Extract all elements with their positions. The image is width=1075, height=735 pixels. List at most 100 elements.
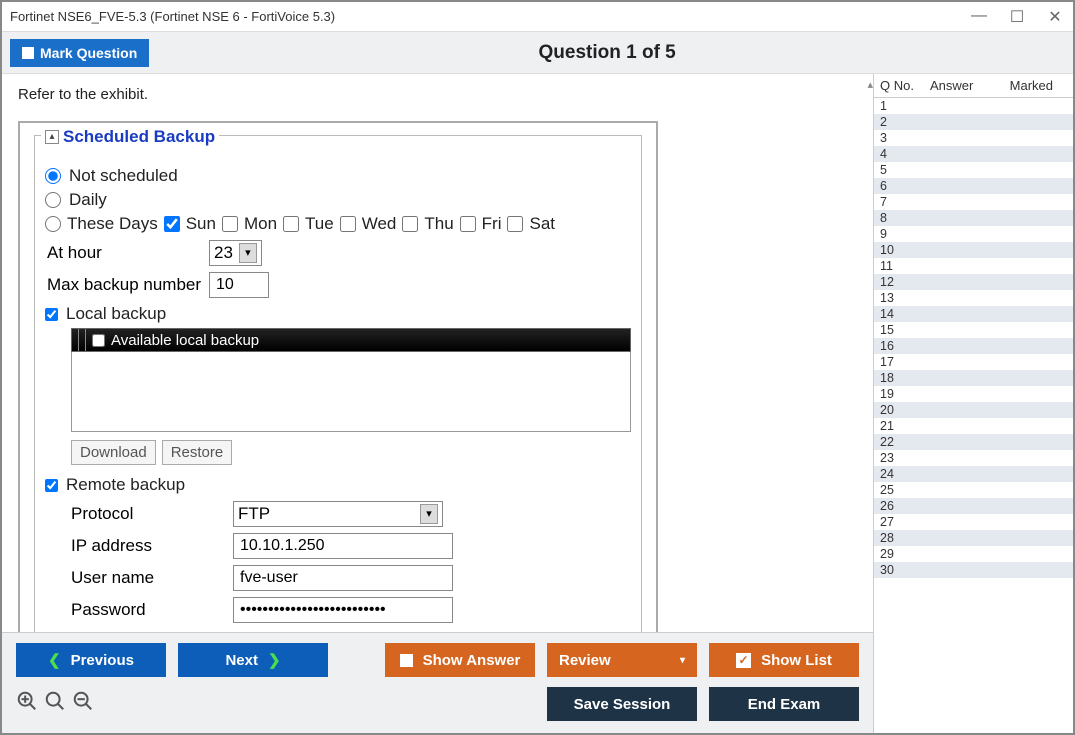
question-list-row[interactable]: 29 (874, 546, 1073, 562)
question-list-row[interactable]: 4 (874, 146, 1073, 162)
zoom-icon[interactable] (44, 690, 66, 718)
question-list-row[interactable]: 30 (874, 562, 1073, 578)
question-list-row[interactable]: 3 (874, 130, 1073, 146)
show-list-button[interactable]: ✓ Show List (709, 643, 859, 677)
question-list-row[interactable]: 8 (874, 210, 1073, 226)
question-list-row[interactable]: 19 (874, 386, 1073, 402)
checkbox-icon (22, 47, 34, 59)
protocol-select[interactable]: FTP ▾ (233, 501, 443, 527)
username-input[interactable] (233, 565, 453, 591)
question-list-row[interactable]: 27 (874, 514, 1073, 530)
question-list-row[interactable]: 21 (874, 418, 1073, 434)
save-session-button[interactable]: Save Session (547, 687, 697, 721)
wed-checkbox[interactable] (340, 216, 356, 232)
zoom-in-icon[interactable] (16, 690, 38, 718)
question-list-row[interactable]: 20 (874, 402, 1073, 418)
question-list-row[interactable]: 18 (874, 370, 1073, 386)
sat-checkbox[interactable] (507, 216, 523, 232)
question-list-row[interactable]: 6 (874, 178, 1073, 194)
col-answer: Answer (930, 78, 1000, 93)
local-backup-panel: Available local backup (71, 328, 631, 432)
username-label: User name (71, 568, 233, 588)
download-button[interactable]: Download (71, 440, 156, 465)
radio-these-days[interactable]: These Days Sun Mon Tue Wed Thu Fri Sat (45, 214, 631, 234)
sun-label: Sun (186, 214, 216, 234)
review-label: Review (559, 652, 611, 669)
max-backup-input[interactable] (209, 272, 269, 298)
question-list-row[interactable]: 5 (874, 162, 1073, 178)
question-list-row[interactable]: 9 (874, 226, 1073, 242)
daily-label: Daily (69, 190, 107, 210)
password-input[interactable] (233, 597, 453, 623)
mark-question-button[interactable]: Mark Question (10, 39, 149, 67)
question-list[interactable]: 1234567891011121314151617181920212223242… (874, 98, 1073, 733)
question-list-row[interactable]: 28 (874, 530, 1073, 546)
not-scheduled-label: Not scheduled (69, 166, 178, 186)
mon-checkbox[interactable] (222, 216, 238, 232)
remote-backup-row: Remote backup (45, 475, 631, 495)
thu-label: Thu (424, 214, 453, 234)
titlebar: Fortinet NSE6_FVE-5.3 (Fortinet NSE 6 - … (2, 2, 1073, 32)
app-window: Fortinet NSE6_FVE-5.3 (Fortinet NSE 6 - … (0, 0, 1075, 735)
fri-label: Fri (482, 214, 502, 234)
show-answer-label: Show Answer (423, 652, 521, 669)
question-list-row[interactable]: 11 (874, 258, 1073, 274)
question-list-row[interactable]: 26 (874, 498, 1073, 514)
minimize-icon[interactable]: — (969, 7, 989, 27)
protocol-row: Protocol FTP ▾ (71, 501, 631, 527)
question-list-row[interactable]: 15 (874, 322, 1073, 338)
show-answer-button[interactable]: Show Answer (385, 643, 535, 677)
checkbox-icon (400, 654, 413, 667)
next-button[interactable]: Next ❯ (178, 643, 328, 677)
sun-checkbox[interactable] (164, 216, 180, 232)
question-list-row[interactable]: 14 (874, 306, 1073, 322)
daily-radio[interactable] (45, 192, 61, 208)
main-area: ▴ Refer to the exhibit. ▴ Scheduled Back… (2, 74, 873, 733)
question-list-row[interactable]: 22 (874, 434, 1073, 450)
protocol-label: Protocol (71, 504, 233, 524)
not-scheduled-radio[interactable] (45, 168, 61, 184)
question-list-row[interactable]: 16 (874, 338, 1073, 354)
question-list-row[interactable]: 24 (874, 466, 1073, 482)
previous-label: Previous (71, 652, 134, 669)
question-list-row[interactable]: 1 (874, 98, 1073, 114)
wed-label: Wed (362, 214, 397, 234)
these-days-label: These Days (67, 214, 158, 234)
at-hour-select[interactable]: 23 ▾ (209, 240, 262, 266)
maximize-icon[interactable]: ☐ (1007, 7, 1027, 27)
previous-button[interactable]: ❮ Previous (16, 643, 166, 677)
question-list-row[interactable]: 7 (874, 194, 1073, 210)
remote-backup-label: Remote backup (66, 475, 185, 495)
question-list-row[interactable]: 23 (874, 450, 1073, 466)
these-days-radio[interactable] (45, 216, 61, 232)
scroll-up-icon[interactable]: ▴ (867, 78, 873, 91)
protocol-value: FTP (238, 504, 270, 524)
question-list-row[interactable]: 10 (874, 242, 1073, 258)
question-list-row[interactable]: 12 (874, 274, 1073, 290)
question-list-row[interactable]: 17 (874, 354, 1073, 370)
toolbar: Mark Question Question 1 of 5 (2, 32, 1073, 74)
at-hour-value: 23 (214, 243, 233, 263)
close-icon[interactable]: ✕ (1045, 7, 1065, 27)
question-list-row[interactable]: 13 (874, 290, 1073, 306)
thu-checkbox[interactable] (402, 216, 418, 232)
question-list-row[interactable]: 2 (874, 114, 1073, 130)
end-exam-button[interactable]: End Exam (709, 687, 859, 721)
remote-backup-checkbox[interactable] (45, 479, 58, 492)
footer-row-1: ❮ Previous Next ❯ Show Answer Review ▾ (16, 643, 859, 677)
local-backup-table-body (71, 352, 631, 432)
radio-daily[interactable]: Daily (45, 190, 631, 210)
radio-not-scheduled[interactable]: Not scheduled (45, 166, 631, 186)
window-controls: — ☐ ✕ (969, 7, 1065, 27)
local-backup-checkbox[interactable] (45, 308, 58, 321)
ip-input[interactable] (233, 533, 453, 559)
question-list-row[interactable]: 25 (874, 482, 1073, 498)
tue-checkbox[interactable] (283, 216, 299, 232)
review-button[interactable]: Review ▾ (547, 643, 697, 677)
restore-button[interactable]: Restore (162, 440, 233, 465)
question-intro: Refer to the exhibit. (18, 86, 857, 103)
fri-checkbox[interactable] (460, 216, 476, 232)
select-all-checkbox[interactable] (92, 334, 105, 347)
collapse-icon[interactable]: ▴ (45, 130, 59, 144)
zoom-out-icon[interactable] (72, 690, 94, 718)
